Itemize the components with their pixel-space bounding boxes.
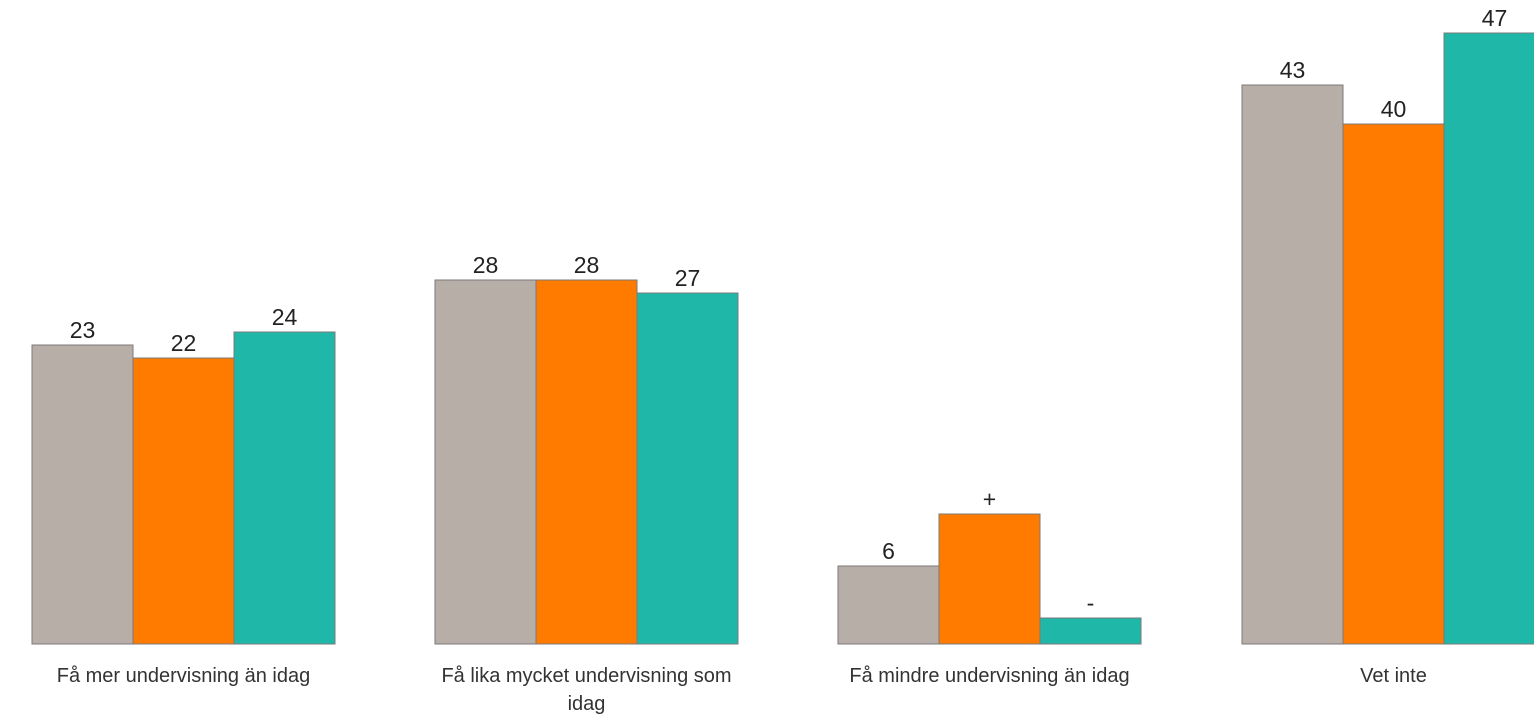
bar-1-0 [434,279,537,645]
value-label-3-1: 40 [1381,96,1407,122]
category-labels-group: Få mer undervisning än idag Få lika mycke… [57,665,1427,715]
value-label-1-0: 28 [473,252,499,278]
value-label-2-2: - [1087,590,1095,616]
bars-group [31,32,1534,645]
bar-3-1 [1342,123,1445,645]
bar-0-0 [31,344,134,645]
value-label-0-1: 22 [171,330,197,356]
bar-1-1 [535,279,638,645]
value-label-0-0: 23 [70,317,96,343]
value-label-2-0: 6 [882,538,895,564]
bar-2-0 [837,565,940,645]
bar-2-1 [938,513,1041,645]
category-label-1-line-1: idag [568,693,606,715]
category-label-2: Få mindre undervisning än idag [849,665,1129,687]
bar-3-2 [1443,32,1534,645]
value-label-3-2: 47 [1482,5,1508,31]
bar-0-2 [233,331,336,645]
value-label-2-1: + [983,486,996,512]
bar-0-1 [132,357,235,645]
bar-2-2 [1039,617,1142,645]
category-label-1: Få lika mycket undervisning som [441,665,731,687]
value-label-0-2: 24 [272,304,298,330]
value-label-3-0: 43 [1280,57,1306,83]
category-label-0: Få mer undervisning än idag [57,665,310,687]
category-label-3: Vet inte [1360,665,1427,687]
value-labels-group: 23 22 24 28 28 27 6 + - 43 40 47 [70,5,1508,616]
bar-3-0 [1241,84,1344,645]
bar-1-2 [636,292,739,645]
value-label-1-1: 28 [574,252,600,278]
value-label-1-2: 27 [675,265,701,291]
